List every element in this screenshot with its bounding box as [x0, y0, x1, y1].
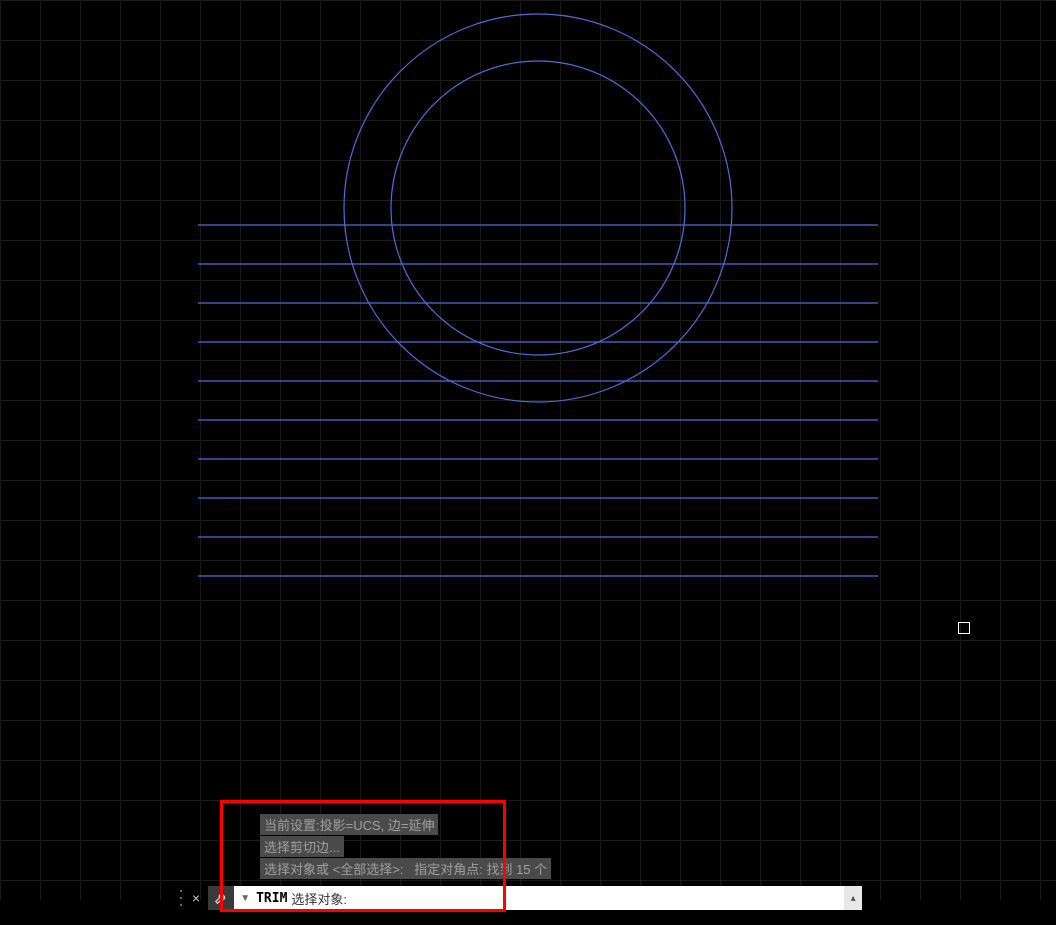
command-bar: × ▼ TRIM 选择对象: ▴ — [180, 886, 862, 910]
command-bar-close-icon[interactable]: × — [192, 890, 200, 906]
pickbox-cursor — [958, 622, 970, 634]
command-history: 当前设置:投影=UCS, 边=延伸 选择剪切边... 选择对象或 <全部选择>:… — [260, 814, 551, 880]
history-line-2: 选择剪切边... — [260, 836, 344, 857]
command-prompt: 选择对象: — [291, 889, 347, 908]
drawing-grid — [0, 0, 1056, 900]
active-command-name: TRIM — [256, 891, 287, 906]
history-line-3: 选择对象或 <全部选择>: 指定对角点: 找到 15 个 — [260, 858, 551, 879]
recent-commands-dropdown-icon[interactable]: ▼ — [240, 893, 250, 904]
history-line-1: 当前设置:投影=UCS, 边=延伸 — [260, 814, 438, 835]
customize-icon[interactable] — [208, 886, 234, 910]
command-history-expand-icon[interactable]: ▴ — [844, 886, 862, 910]
command-input[interactable]: ▼ TRIM 选择对象: — [234, 886, 844, 910]
command-bar-drag-handle[interactable] — [180, 888, 188, 908]
